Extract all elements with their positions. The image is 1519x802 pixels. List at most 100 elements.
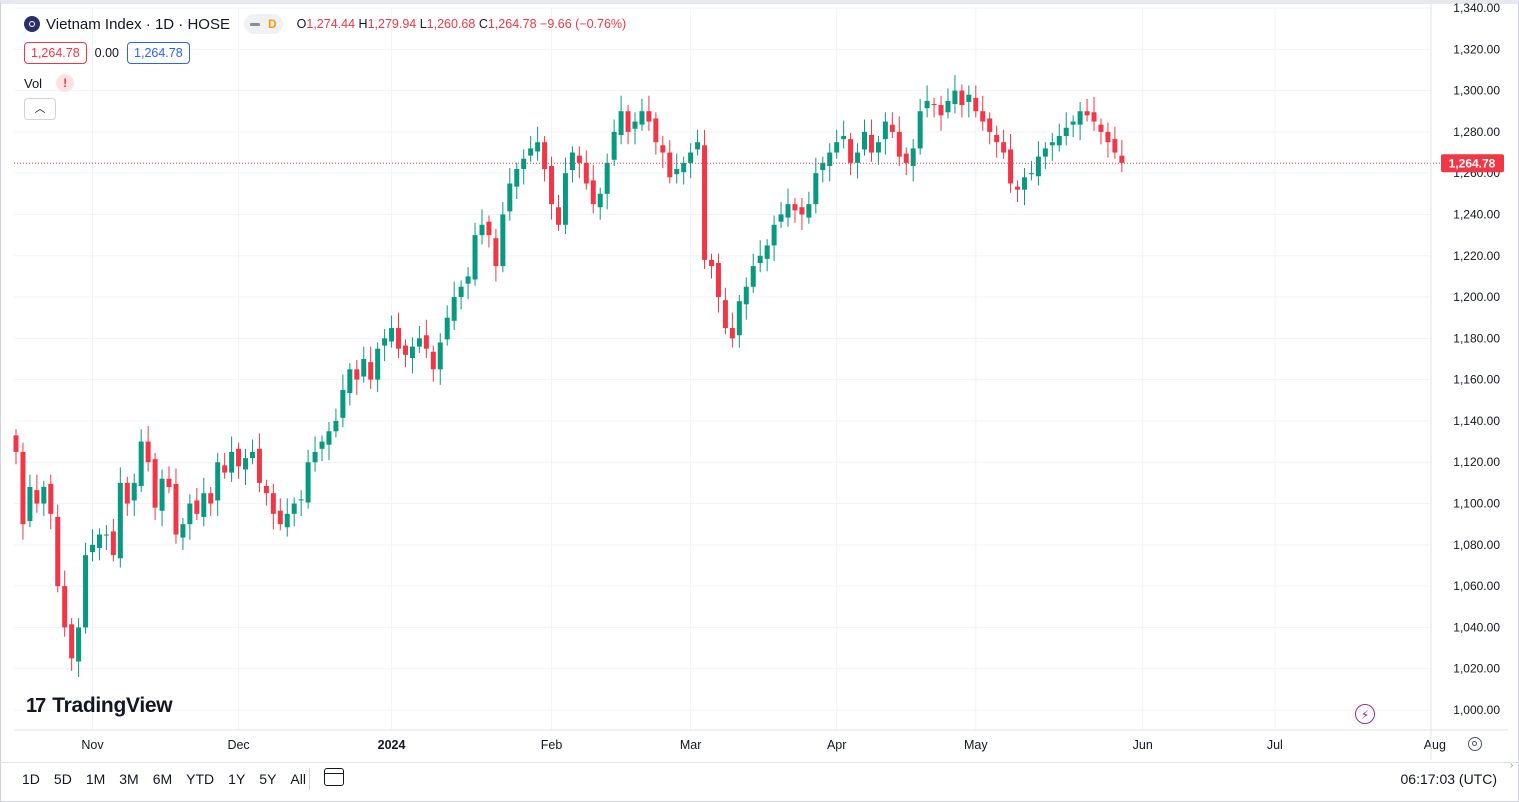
candle-body [368,362,374,380]
candle-body [1098,124,1104,132]
volume-legend: Vol ! [24,74,75,92]
y-tick-label: 1,180.00 [1453,331,1500,345]
candle-body [1049,142,1055,146]
candle-body [103,534,109,536]
collapse-legend-button[interactable]: ︿ [24,98,56,120]
candle-body [931,104,937,106]
candle-body [312,451,318,463]
candle-body [13,435,19,452]
utc-clock[interactable]: 06:17:03 (UTC) [1400,771,1497,787]
range-all[interactable]: All [290,771,306,787]
price-change: −9.66 (−0.76%) [540,17,627,31]
candle-body [389,328,395,342]
candle-body [222,465,228,473]
range-ytd[interactable]: YTD [186,771,215,787]
candle-body [208,493,214,504]
candle-body [1091,112,1097,122]
tv-logo-icon: 17 [26,694,46,717]
candle-body [1015,186,1021,190]
candle-body [764,245,770,259]
candle-body [430,351,436,370]
candle-body [270,493,276,514]
candle-body [1056,136,1062,146]
candle-body [521,158,527,170]
candle-body [124,482,130,504]
y-tick-label: 1,060.00 [1453,579,1500,593]
range-5d[interactable]: 5D [53,771,72,787]
chevron-up-icon: ︿ [34,103,46,115]
symbol-logo-icon [24,16,40,32]
ask-price[interactable]: 1,264.78 [127,42,190,64]
candle-body [611,131,617,160]
brand-name: TradingView [52,694,173,717]
chevron-right-icon[interactable]: › [1510,760,1514,771]
x-tick-label: Mar [680,738,702,752]
candle-body [138,441,144,486]
candle-body [236,448,242,467]
candle-body [382,338,388,346]
candle-body [215,462,221,501]
candle-body [1001,142,1007,153]
range-5y[interactable]: 5Y [259,771,277,787]
candle-body [917,111,923,149]
x-tick-label: May [964,738,988,752]
candle-body [117,482,123,559]
settings-gear-icon[interactable] [1468,737,1482,751]
candle-body [409,346,415,358]
candle-body [729,328,735,339]
candle-body [1063,127,1069,137]
range-3m[interactable]: 3M [119,771,139,787]
candle-body [1119,155,1125,163]
candle-body [256,448,262,483]
range-1y[interactable]: 1Y [228,771,246,787]
candle-body [333,420,339,432]
candle-body [347,369,353,394]
range-6m[interactable]: 6M [152,771,173,787]
lightning-icon[interactable]: ⚡ [1355,704,1375,724]
volume-label[interactable]: Vol [24,75,43,91]
candle-body [361,359,367,377]
symbol-title[interactable]: Vietnam Index · 1D · HOSE [46,15,230,33]
candle-body [145,441,151,463]
candle-body [514,169,520,187]
candle-body [27,487,33,522]
candle-body [458,286,464,298]
candle-body [1112,139,1118,153]
candle-body [618,111,624,135]
y-tick-label: 1,020.00 [1453,662,1500,676]
candle-body [862,131,868,150]
candle-body [792,204,798,211]
x-tick-label: Jun [1133,738,1153,752]
candle-body [820,162,826,171]
candle-body [1077,111,1083,125]
candle-body [194,500,200,514]
candle-body [69,624,75,659]
calendar-goto-icon[interactable] [324,768,344,786]
toolbar-divider [309,768,310,790]
candle-body [771,224,777,246]
bid-price[interactable]: 1,264.78 [24,42,87,64]
ohlc-values: O1,274.44 H1,279.94 L1,260.68 C1,264.78 … [296,17,627,31]
y-tick-label: 1,100.00 [1453,497,1500,511]
candle-body [868,134,874,153]
bottom-toolbar [0,762,1519,799]
candle-body [180,524,186,538]
spread-value: 0.00 [94,46,120,60]
range-1m[interactable]: 1M [85,771,106,787]
candle-body [41,487,47,504]
candle-body [479,224,485,236]
x-tick-label: Nov [81,738,104,752]
tradingview-logo[interactable]: 17 TradingView [26,694,173,718]
interval-pill[interactable]: D [243,14,283,34]
range-1d[interactable]: 1D [22,771,40,787]
candle-body [298,499,304,501]
candle-body [952,90,958,105]
candle-body [472,235,478,280]
candle-body [569,152,575,171]
y-tick-label: 1,040.00 [1453,620,1500,634]
warning-icon[interactable]: ! [56,74,75,92]
y-tick-label: 1,140.00 [1453,414,1500,428]
x-tick-label: Feb [541,738,563,752]
range-selector: 1D 5D 1M 3M 6M YTD 1Y 5Y All [22,771,320,787]
